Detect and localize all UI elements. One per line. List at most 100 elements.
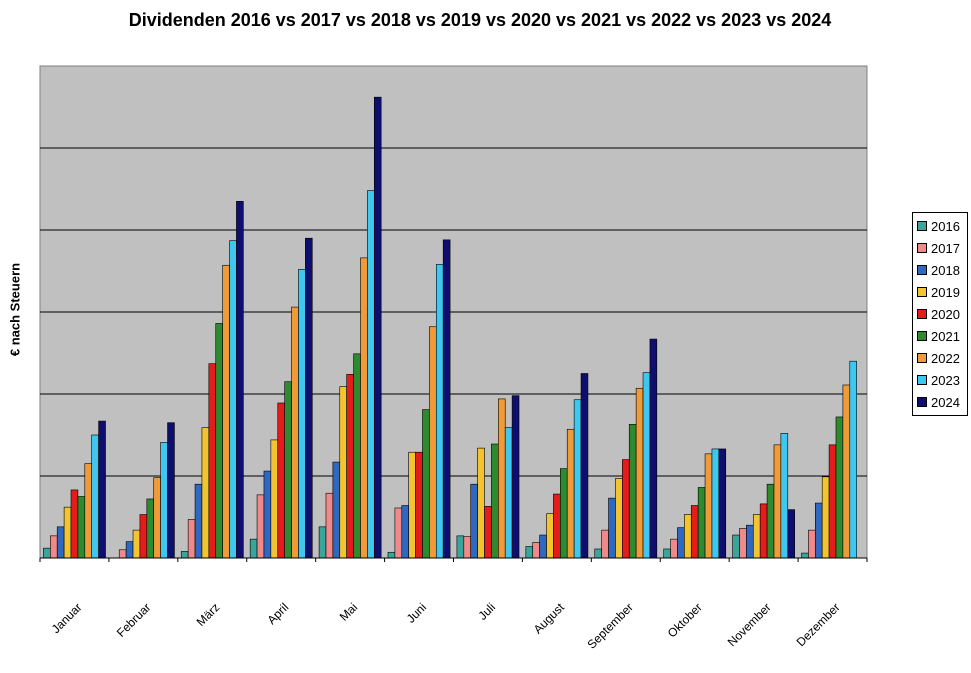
bar-2017-Januar	[50, 535, 58, 559]
bar-2019-September	[615, 478, 623, 559]
legend-label: 2016	[931, 218, 960, 234]
bar-2024-April	[305, 237, 313, 559]
bar-2020-März	[208, 363, 217, 559]
bar-2022-Mai	[360, 257, 368, 559]
bar-2017-Mai	[325, 492, 334, 559]
bar-2023-Dezember	[849, 360, 857, 559]
legend-item: 2018	[913, 259, 967, 281]
bar-2021-November	[766, 483, 775, 559]
legend-swatch	[917, 331, 927, 341]
bar-2024-Januar	[98, 420, 106, 559]
bar-2020-November	[759, 503, 768, 559]
legend-item: 2021	[913, 325, 967, 347]
legend-label: 2023	[931, 372, 960, 388]
bar-2024-Februar	[167, 422, 175, 559]
bar-2017-März	[187, 519, 196, 559]
bar-2019-Dezember	[821, 476, 830, 559]
bar-2016-Dezember	[801, 552, 809, 559]
bar-2021-Mai	[353, 353, 361, 559]
x-tick-label: Mai	[337, 600, 361, 624]
bar-2023-Juni	[435, 264, 444, 559]
x-tick-label: Juni	[404, 600, 429, 625]
axes	[39, 557, 868, 562]
bar-2019-Mai	[339, 386, 347, 559]
bar-2022-Juni	[429, 326, 437, 559]
bar-2022-Januar	[84, 463, 93, 559]
bar-2020-Februar	[139, 514, 148, 559]
bar-2017-Juli	[463, 536, 472, 559]
bar-2016-Juni	[387, 551, 396, 559]
bar-2022-März	[222, 264, 230, 559]
legend-item: 2023	[913, 369, 967, 391]
bar-2021-Juli	[491, 443, 499, 559]
legend-swatch	[917, 243, 927, 253]
bar-2018-September	[608, 497, 616, 559]
bar-2020-August	[553, 493, 561, 559]
bar-2024-Juli	[511, 395, 520, 559]
bar-2018-März	[194, 483, 203, 559]
x-tick-label: September	[585, 600, 636, 651]
bar-2017-Februar	[118, 549, 127, 559]
bar-2023-Juli	[504, 427, 513, 559]
bar-2018-Mai	[332, 461, 341, 559]
bar-2023-August	[573, 399, 582, 559]
bar-2018-Juni	[401, 505, 409, 559]
bar-2018-Januar	[56, 526, 65, 559]
bar-2020-Juli	[484, 506, 492, 559]
bars	[43, 96, 857, 559]
bar-2022-Oktober	[704, 453, 713, 559]
legend-label: 2020	[931, 306, 960, 322]
x-tick-label: November	[725, 600, 774, 649]
bar-2018-Juli	[470, 483, 478, 559]
bar-2022-August	[566, 428, 575, 559]
bar-2017-Dezember	[808, 529, 816, 559]
bar-2017-April	[256, 494, 265, 559]
bar-2022-April	[291, 306, 299, 559]
x-tick-label: Oktober	[665, 600, 705, 640]
bar-2021-September	[628, 424, 637, 559]
bar-2016-August	[525, 546, 534, 559]
bar-2023-März	[229, 240, 237, 559]
bar-2024-November	[787, 509, 795, 559]
bar-2021-Oktober	[697, 487, 706, 559]
bar-2016-April	[249, 538, 258, 559]
bar-2021-April	[284, 381, 292, 559]
bar-2023-April	[298, 269, 306, 559]
bar-2019-April	[270, 439, 279, 559]
bar-2016-September	[594, 548, 602, 559]
bar-2021-August	[560, 468, 568, 559]
x-tick-label: Juli	[475, 600, 498, 623]
bar-2017-September	[601, 529, 609, 559]
bar-2016-Juli	[456, 535, 465, 559]
bar-2024-Oktober	[718, 448, 727, 559]
legend: 2016 2017 2018 2019 2020 2021 2022 2023 2024	[912, 212, 968, 416]
x-tick-labels: Januar Februar März April Mai Juni Juli August S…	[49, 600, 843, 652]
bar-2017-August	[532, 542, 540, 559]
bar-2023-Januar	[91, 434, 99, 559]
bar-2024-März	[236, 201, 244, 559]
bar-2017-Juni	[394, 507, 403, 559]
legend-item: 2017	[913, 237, 967, 259]
legend-swatch	[917, 375, 927, 385]
chart-title: Dividenden 2016 vs 2017 vs 2018 vs 2019 …	[128, 10, 832, 30]
bar-2022-November	[773, 444, 782, 559]
bar-2017-Oktober	[670, 538, 678, 559]
bar-2020-September	[622, 459, 630, 559]
legend-item: 2024	[913, 391, 967, 413]
bar-2021-Februar	[146, 498, 155, 559]
legend-swatch	[917, 265, 927, 275]
legend-label: 2024	[931, 394, 960, 410]
bar-2016-Januar	[43, 547, 51, 559]
legend-label: 2022	[931, 350, 960, 366]
bar-2024-Juni	[442, 239, 451, 559]
x-tick-label: Dezember	[794, 600, 843, 649]
bar-2016-März	[180, 551, 189, 559]
bar-2023-September	[642, 372, 651, 559]
bar-2016-November	[732, 534, 740, 559]
bar-2024-September	[649, 338, 658, 559]
legend-swatch	[917, 309, 927, 319]
bar-2019-Januar	[63, 506, 72, 559]
bar-2018-Oktober	[677, 527, 685, 559]
bar-2019-Februar	[132, 529, 141, 559]
bar-2021-Juni	[422, 409, 430, 559]
